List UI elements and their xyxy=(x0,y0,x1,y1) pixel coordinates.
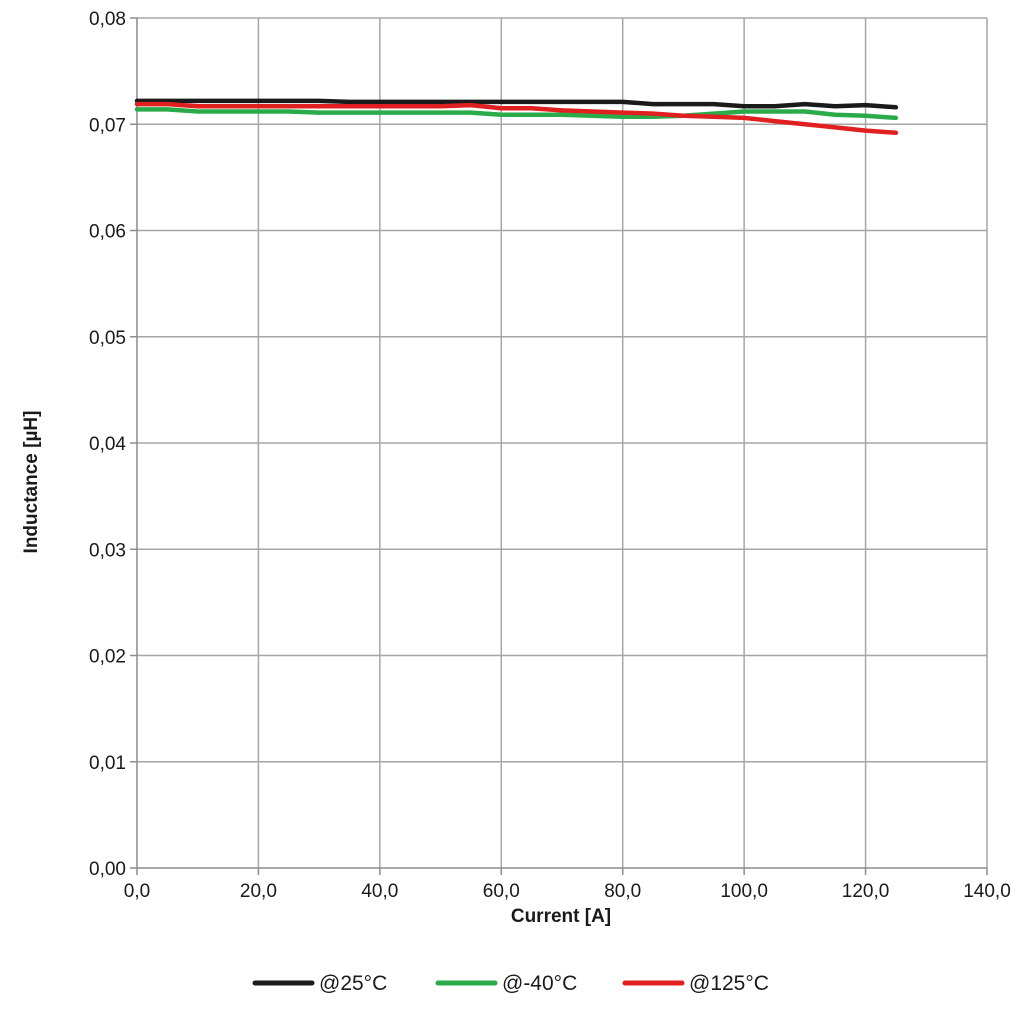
x-tick-label: 20,0 xyxy=(240,881,277,902)
y-tick-label: 0,00 xyxy=(89,859,126,880)
y-tick-label: 0,07 xyxy=(89,115,126,136)
x-tick-label: 100,0 xyxy=(720,881,768,902)
legend-label-0: @25°C xyxy=(319,972,387,995)
x-tick-label: 60,0 xyxy=(483,881,520,902)
x-axis-title: Current [A] xyxy=(511,906,611,927)
tick-labels: 0,0 20,0 40,0 60,0 80,0 100,0 120,0 140,00,000,… xyxy=(89,9,1011,902)
x-tick-label: 0,0 xyxy=(124,881,150,902)
x-tick-label: 80,0 xyxy=(604,881,641,902)
y-axis-title: Inductance [µH] xyxy=(21,411,42,554)
series-lines xyxy=(134,98,899,136)
x-tick-label: 120,0 xyxy=(842,881,890,902)
legend-label-1: @-40°C xyxy=(502,972,577,995)
axes xyxy=(130,17,988,875)
series-line-1 xyxy=(134,107,899,121)
legend: @25°C @-40°C @125°C xyxy=(252,972,769,995)
y-tick-label: 0,01 xyxy=(89,753,126,774)
x-tick-label: 40,0 xyxy=(361,881,398,902)
x-tick-label: 140,0 xyxy=(963,881,1011,902)
legend-label-2: @125°C xyxy=(689,972,769,995)
y-tick-label: 0,08 xyxy=(89,9,126,30)
y-tick-label: 0,03 xyxy=(89,540,126,561)
y-tick-label: 0,04 xyxy=(89,434,126,455)
y-tick-label: 0,06 xyxy=(89,222,126,243)
grid xyxy=(137,17,988,868)
series-line-0 xyxy=(134,98,899,110)
y-tick-label: 0,02 xyxy=(89,647,126,668)
y-tick-label: 0,05 xyxy=(89,328,126,349)
series-line-2 xyxy=(134,101,899,136)
